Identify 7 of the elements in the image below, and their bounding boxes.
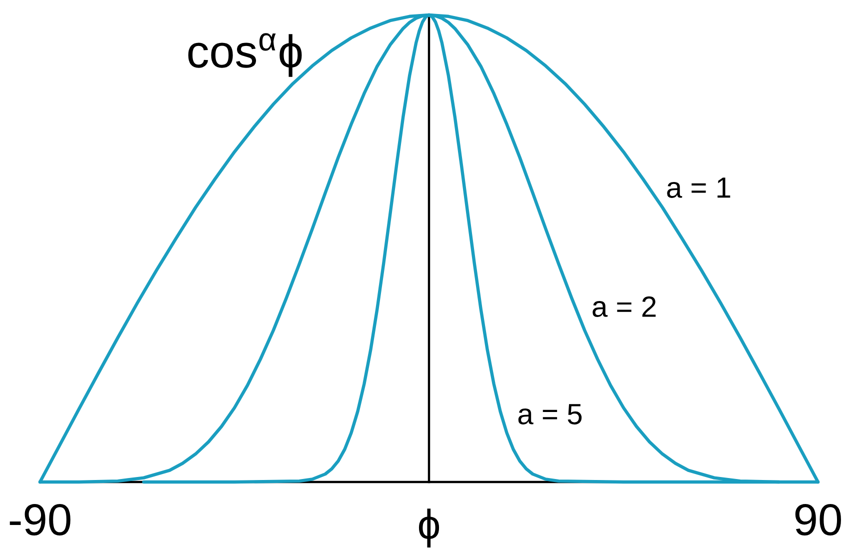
series-label: a = 1: [667, 178, 730, 198]
series-label: a = 5: [518, 404, 582, 424]
x-tick-label: -90: [10, 504, 70, 536]
y-axis-title: cos$^{α}$ϕ: [188, 33, 302, 77]
series-label: a = 2: [592, 296, 656, 318]
x-axis-title: ϕ: [418, 508, 440, 548]
x-tick-label: 90: [795, 504, 841, 536]
